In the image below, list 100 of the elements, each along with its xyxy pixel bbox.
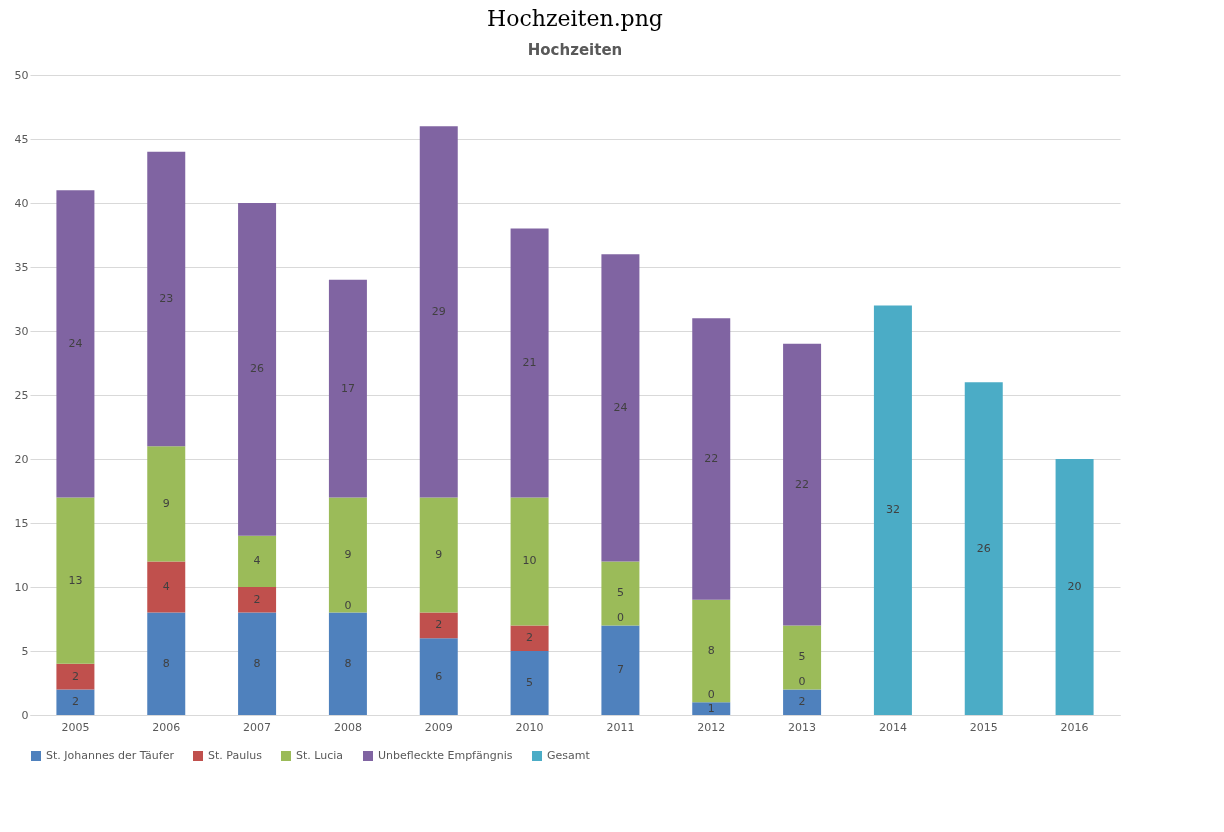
data-label: 29 xyxy=(431,304,446,318)
data-label: 2 xyxy=(798,695,806,709)
data-label: 2 xyxy=(253,592,261,606)
bar xyxy=(419,638,458,715)
legend-label: St. Johannes der Täufer xyxy=(46,749,175,762)
data-label: 8 xyxy=(162,656,170,670)
y-tick-label: 0 xyxy=(21,708,29,722)
data-label: 5 xyxy=(798,650,806,664)
x-tick-label: 2011 xyxy=(606,720,635,734)
data-label: 9 xyxy=(344,548,352,561)
bar xyxy=(328,612,367,715)
bar xyxy=(147,446,186,562)
bar xyxy=(510,625,549,651)
bar xyxy=(783,689,822,715)
data-label: 2 xyxy=(71,695,79,709)
data-label: 6 xyxy=(435,669,443,683)
bar xyxy=(964,382,1003,715)
bar xyxy=(56,689,95,715)
bar xyxy=(873,305,912,715)
bar xyxy=(56,663,95,690)
legend-label: Gesamt xyxy=(547,749,591,762)
chart-title: Hochzeiten xyxy=(527,41,623,59)
data-label: 22 xyxy=(704,452,719,465)
bar xyxy=(147,151,186,447)
bar xyxy=(783,625,822,690)
data-label: 24 xyxy=(68,336,83,350)
text: Hochzeiten.png xyxy=(487,6,663,31)
data-label: 9 xyxy=(162,496,170,510)
bar xyxy=(510,497,549,626)
bar xyxy=(1055,459,1094,715)
annotation: 0 xyxy=(616,611,624,625)
y-tick-label: 45 xyxy=(14,132,29,146)
annotation: 0 xyxy=(798,675,806,689)
y-tick-label: 40 xyxy=(14,196,29,210)
data-label: 1 xyxy=(707,701,715,715)
x-tick-label: 2012 xyxy=(697,720,726,734)
data-label: 21 xyxy=(522,356,537,369)
x-tick-label: 2005 xyxy=(61,720,90,734)
bar xyxy=(692,318,731,600)
y-tick-label: 30 xyxy=(14,324,29,338)
data-label: 5 xyxy=(616,586,624,600)
y-tick-label: 5 xyxy=(21,644,29,658)
data-label: 17 xyxy=(340,381,355,395)
bar xyxy=(238,587,277,613)
bar xyxy=(56,497,95,664)
data-label: 9 xyxy=(435,548,443,561)
x-tick-label: 2016 xyxy=(1060,720,1089,734)
y-tick-label: 25 xyxy=(14,388,29,402)
bar xyxy=(692,599,731,703)
bar xyxy=(328,497,367,613)
bar xyxy=(328,279,367,498)
bar xyxy=(510,228,549,498)
x-tick-label: 2014 xyxy=(878,720,907,734)
bar xyxy=(238,612,277,715)
y-tick-label: 10 xyxy=(14,580,29,594)
bar xyxy=(238,535,277,587)
bar xyxy=(601,561,640,626)
data-label: 26 xyxy=(976,541,991,555)
y-tick-label: 20 xyxy=(14,452,29,466)
bar xyxy=(147,612,186,715)
legend-label: St. Paulus xyxy=(208,749,263,762)
x-tick-label: 2008 xyxy=(333,720,362,734)
data-label: 2 xyxy=(526,631,534,645)
data-label: 8 xyxy=(344,656,352,670)
bar xyxy=(147,561,186,613)
data-label: 24 xyxy=(613,400,628,414)
y-tick-label: 35 xyxy=(14,260,29,274)
annotation: 0 xyxy=(344,598,352,612)
data-label: 10 xyxy=(522,554,537,568)
bar xyxy=(56,190,95,498)
data-label: 4 xyxy=(253,554,261,568)
legend-label: Unbefleckte Empfängnis xyxy=(378,749,513,762)
y-tick-label: 15 xyxy=(14,516,29,530)
bar xyxy=(419,126,458,498)
x-tick-label: 2010 xyxy=(515,720,544,734)
x-tick-label: 2006 xyxy=(152,720,181,734)
bar xyxy=(601,625,640,715)
data-label: 26 xyxy=(250,362,265,376)
data-label: 5 xyxy=(526,676,534,689)
data-label: 13 xyxy=(68,573,83,587)
x-tick-label: 2007 xyxy=(243,720,272,734)
data-label: 8 xyxy=(253,656,261,670)
y-tick-label: 50 xyxy=(14,68,29,82)
data-label: 22 xyxy=(795,477,810,491)
bar xyxy=(510,651,549,715)
legend-label: St. Lucia xyxy=(296,749,344,762)
bar xyxy=(419,497,458,613)
x-tick-label: 2013 xyxy=(788,720,817,734)
data-label: 2 xyxy=(435,618,443,632)
x-tick-label: 2009 xyxy=(424,720,453,734)
annotation: 0 xyxy=(707,688,715,702)
data-label: 20 xyxy=(1067,580,1082,593)
bar xyxy=(238,203,277,536)
x-tick-label: 2015 xyxy=(969,720,998,734)
data-label: 23 xyxy=(159,292,174,305)
bar xyxy=(692,702,731,715)
data-label: 2 xyxy=(71,669,79,683)
bar xyxy=(419,612,458,639)
data-label: 4 xyxy=(162,580,170,593)
bar xyxy=(601,254,640,562)
